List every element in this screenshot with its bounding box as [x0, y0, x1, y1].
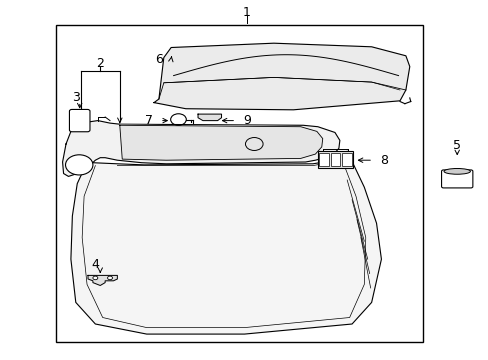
- Bar: [56, 25, 422, 342]
- Circle shape: [107, 276, 112, 280]
- Polygon shape: [120, 125, 322, 160]
- Text: 6: 6: [155, 53, 163, 66]
- Ellipse shape: [443, 168, 469, 174]
- Polygon shape: [198, 114, 221, 121]
- Text: 7: 7: [145, 114, 153, 127]
- Text: 2: 2: [96, 57, 104, 69]
- FancyBboxPatch shape: [69, 109, 90, 132]
- Text: 1: 1: [243, 6, 250, 19]
- FancyBboxPatch shape: [330, 153, 340, 166]
- FancyBboxPatch shape: [319, 153, 328, 166]
- FancyBboxPatch shape: [441, 170, 472, 188]
- FancyBboxPatch shape: [317, 151, 352, 168]
- FancyBboxPatch shape: [341, 153, 351, 166]
- Text: 3: 3: [72, 91, 80, 104]
- Circle shape: [93, 276, 98, 280]
- Circle shape: [65, 155, 93, 175]
- Polygon shape: [71, 151, 381, 334]
- Polygon shape: [88, 275, 117, 285]
- Text: 9: 9: [243, 114, 250, 127]
- Polygon shape: [154, 43, 409, 110]
- Text: 5: 5: [452, 139, 460, 152]
- Text: 4: 4: [91, 258, 99, 271]
- Text: 8: 8: [379, 154, 387, 167]
- Polygon shape: [62, 121, 339, 176]
